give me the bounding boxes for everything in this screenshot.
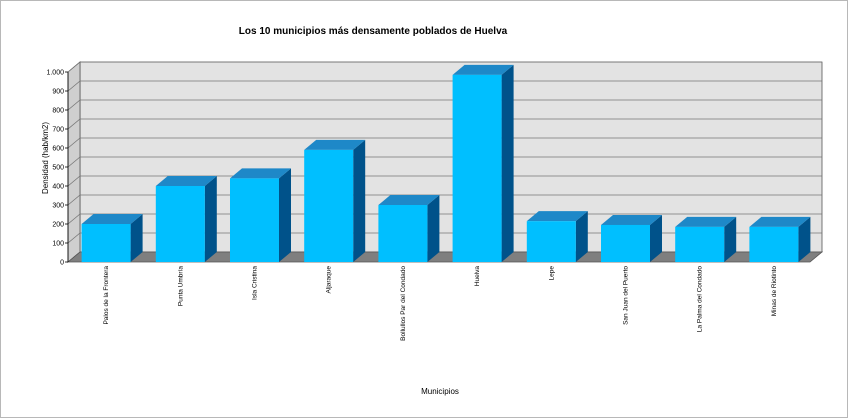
bar — [452, 64, 514, 262]
y-tick-label: 100 — [52, 241, 64, 248]
bar — [155, 176, 217, 262]
x-tick-label: Minas de Riotinto — [771, 266, 778, 317]
bars — [81, 64, 811, 262]
bar-top — [304, 139, 366, 150]
gridline — [67, 118, 822, 130]
gridline — [67, 99, 822, 111]
gridline — [67, 156, 822, 168]
bar-top — [155, 176, 217, 186]
bar-top — [675, 216, 737, 227]
x-axis-label: Municipios — [421, 387, 459, 396]
x-tick-label: San Juan del Puerto — [623, 266, 630, 325]
bar-side — [204, 176, 217, 262]
bar-side — [650, 214, 662, 262]
bar-top — [749, 216, 811, 227]
bar — [749, 216, 811, 262]
y-axis-label: Densidad (hab/km2) — [41, 122, 50, 194]
bar-front — [601, 224, 650, 262]
gridline — [67, 137, 822, 149]
bar-side — [501, 64, 514, 262]
x-tick-label: Punta Umbría — [177, 266, 184, 306]
y-tick-label: 300 — [52, 203, 64, 210]
bar-side — [353, 139, 366, 262]
x-tick-label: La Palma del Condado — [697, 266, 704, 333]
bar-top — [601, 214, 662, 225]
bar-top — [230, 168, 291, 179]
bar-side — [575, 211, 588, 262]
x-tick-label: Aljaraque — [326, 266, 333, 294]
bar-side — [724, 216, 737, 262]
bar — [601, 214, 662, 262]
bar — [526, 211, 588, 262]
bar-side — [798, 216, 811, 262]
bar-front — [675, 226, 725, 262]
gridline — [67, 61, 822, 73]
bar-side — [279, 168, 291, 262]
gridlines — [67, 61, 822, 244]
bar — [81, 214, 143, 262]
bar-side — [427, 195, 440, 262]
bar-side — [130, 214, 143, 262]
x-tick-label: Bollullos Par del Condado — [400, 266, 407, 341]
gridline — [67, 194, 822, 206]
bar-front — [452, 74, 502, 262]
bar-front — [304, 149, 354, 262]
y-tick-label: 400 — [52, 184, 64, 191]
x-tick-label: Palos de la Frontera — [103, 266, 110, 325]
gridline — [67, 80, 822, 92]
y-tick-label: 200 — [52, 222, 64, 229]
bar-top — [81, 214, 143, 224]
y-tick-label: 600 — [52, 146, 64, 153]
y-tick-label: 800 — [52, 108, 64, 115]
bar-top — [378, 195, 440, 205]
y-tick-label: 0 — [60, 260, 64, 267]
bar-front — [81, 224, 131, 262]
x-tick-label: Huelva — [474, 266, 481, 287]
bar-top — [526, 211, 588, 222]
y-tick-label: 700 — [52, 127, 64, 134]
bar — [230, 168, 291, 262]
y-tick-label: 1.000 — [46, 70, 64, 77]
x-axis-categories: Palos de la Frontera Punta Umbría Isla Cri… — [103, 266, 778, 341]
bar-front — [230, 178, 279, 262]
x-tick-label: Isla Cristina — [252, 266, 259, 300]
bar-front — [749, 226, 799, 262]
y-tick-label: 900 — [52, 89, 64, 96]
bar-front — [526, 221, 576, 262]
bar-front — [378, 205, 428, 262]
bar-front — [155, 186, 205, 262]
y-tick-label: 500 — [52, 165, 64, 172]
y-axis-ticks: 0 100 200 300 400 500 600 700 800 900 1.000 — [46, 70, 69, 267]
chart-title: Los 10 municipios más densamente poblado… — [239, 26, 508, 37]
bar — [304, 139, 366, 262]
bar — [378, 195, 440, 262]
x-tick-label: Lepe — [548, 266, 555, 281]
gridline — [67, 175, 822, 187]
bar — [675, 216, 737, 262]
bar-top — [452, 64, 514, 75]
